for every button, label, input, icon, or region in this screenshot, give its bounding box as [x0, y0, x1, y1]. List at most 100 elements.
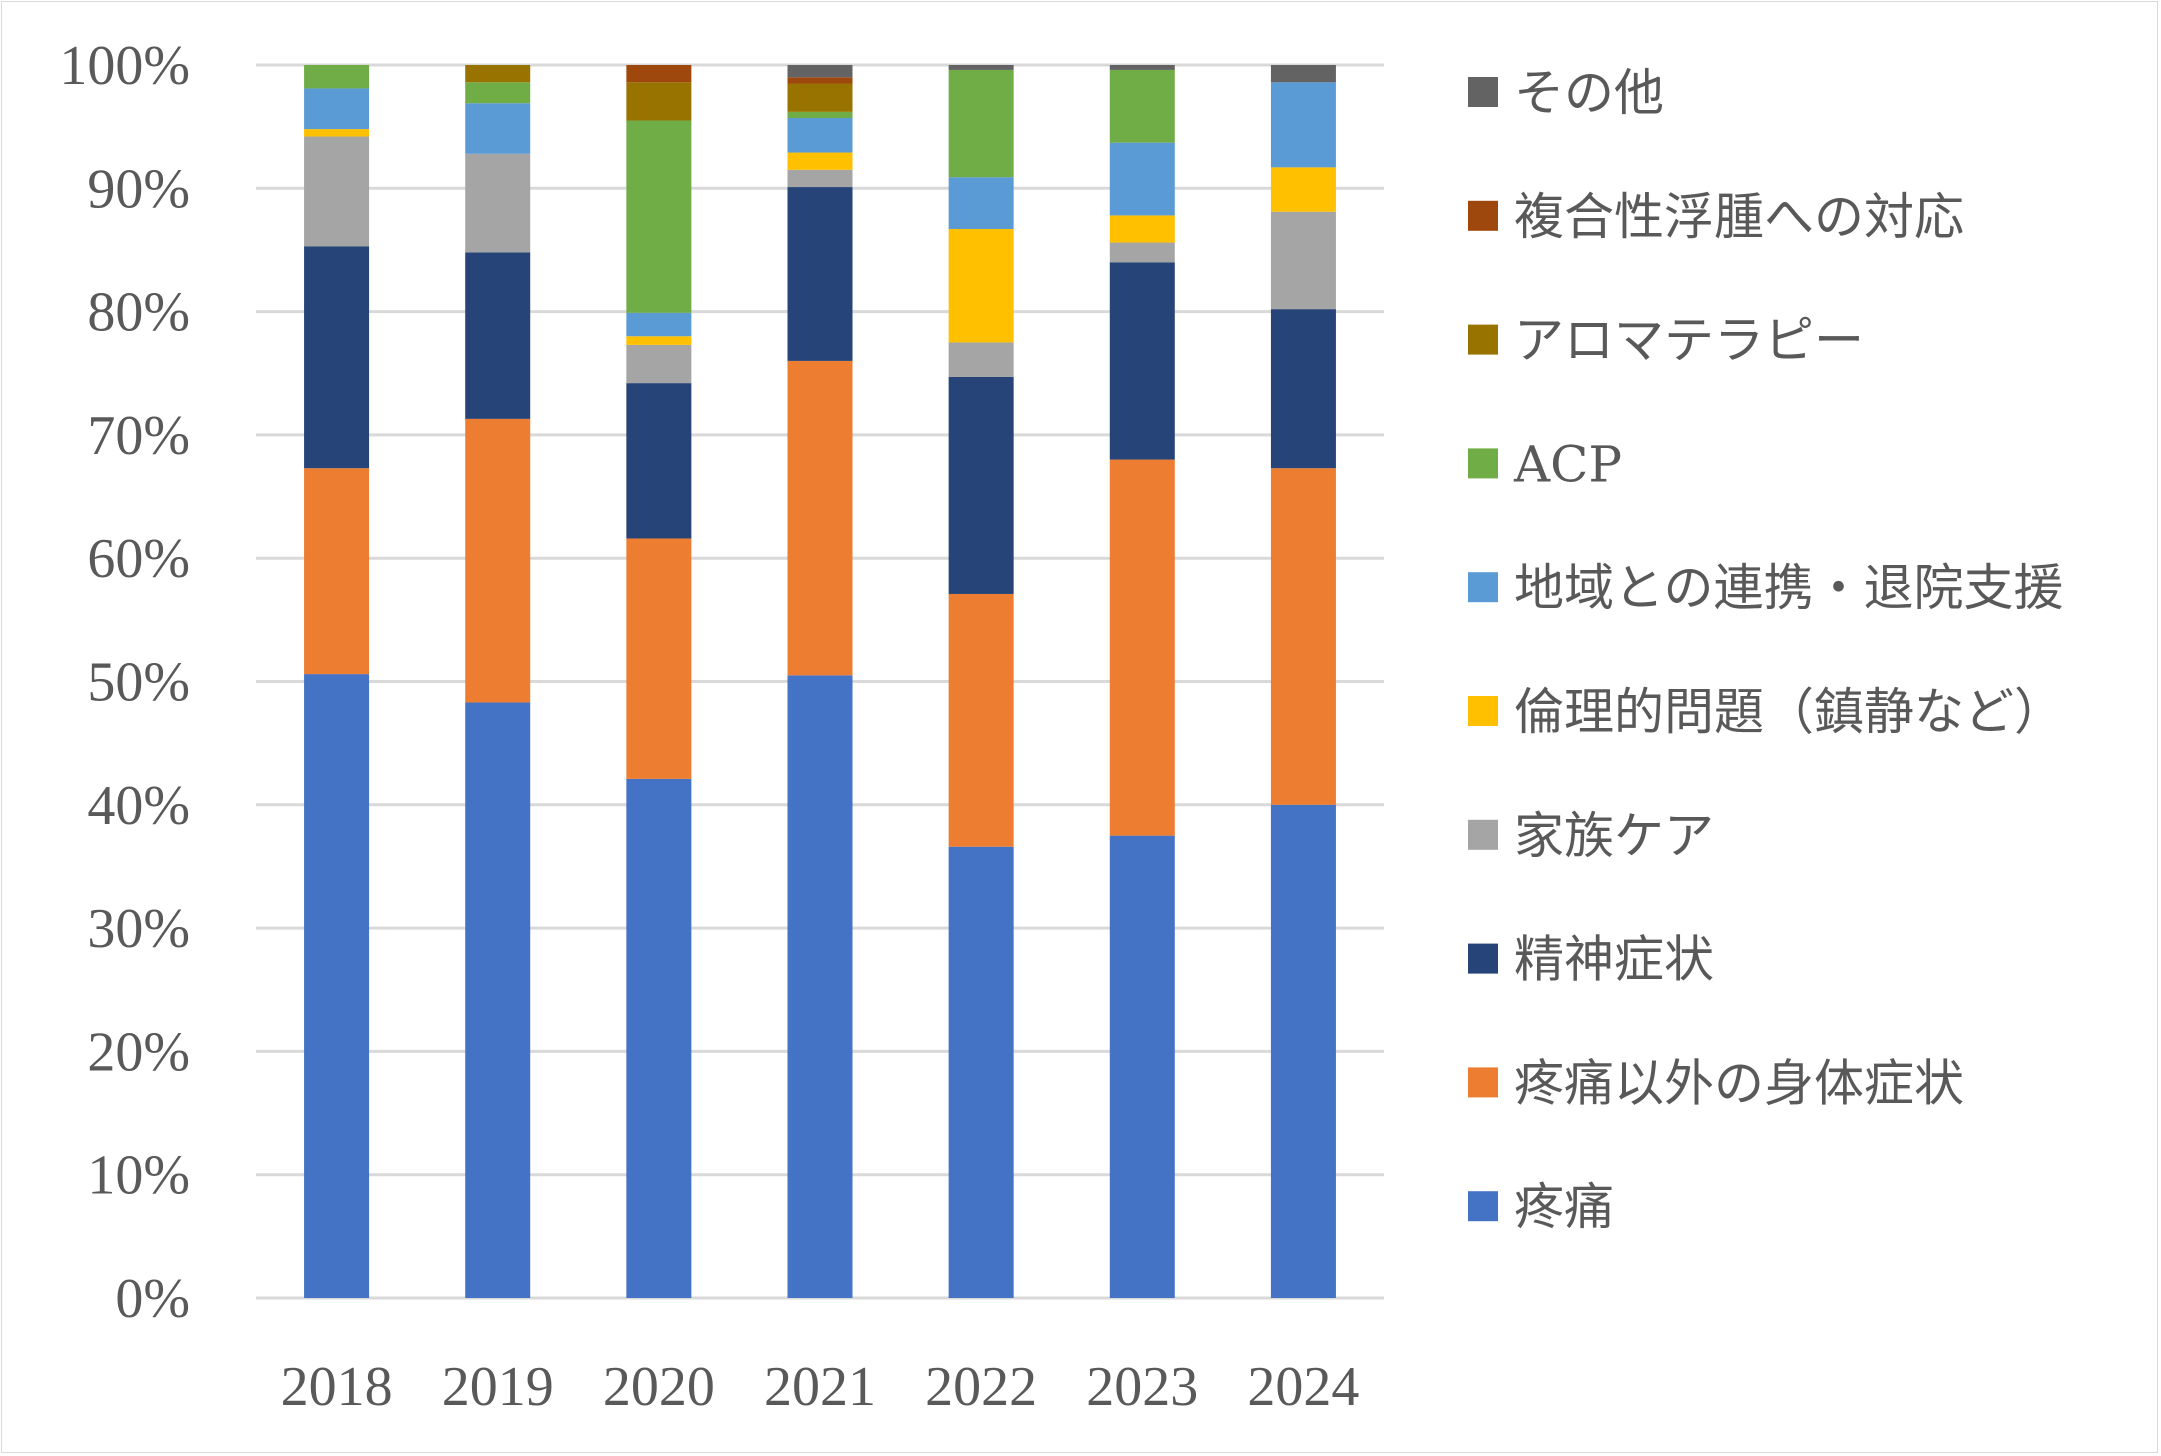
bar-segment: [1109, 262, 1175, 460]
legend-item: 倫理的問題（鎮静など）: [1468, 683, 2064, 741]
bar-segment: [304, 674, 370, 1298]
bar-stack-2021: [787, 65, 853, 1298]
legend-item: 家族ケア: [1468, 807, 1714, 865]
bar-stack-2024: [1270, 65, 1336, 1298]
y-tick-label: 40%: [87, 775, 190, 837]
legend-item: その他: [1468, 64, 1664, 122]
legend-swatch: [1468, 1191, 1498, 1222]
legend-item: アロマテラピー: [1468, 312, 1864, 370]
bar-segment: [787, 675, 853, 1298]
bar-segment: [787, 83, 853, 112]
legend-swatch: [1468, 1067, 1498, 1098]
legend-swatch: [1468, 943, 1498, 974]
legend-label: 地域との連携・退院支援: [1514, 559, 2064, 617]
y-tick-label: 20%: [87, 1021, 190, 1083]
y-tick-label: 90%: [87, 158, 190, 220]
bar-segment: [465, 82, 531, 104]
bar-segment: [304, 129, 370, 137]
bar-segment: [787, 152, 853, 170]
bar-segment: [465, 418, 531, 703]
bar-segment: [626, 778, 692, 1298]
x-tick-label: 2020: [603, 1356, 715, 1418]
bar-segment: [948, 228, 1014, 343]
y-tick-label: 70%: [87, 405, 190, 467]
bar-stack-2020: [626, 65, 692, 1298]
bar-segment: [1270, 65, 1336, 83]
legend-swatch: [1468, 819, 1498, 850]
legend-swatch: [1468, 77, 1498, 107]
legend-item: 地域との連携・退院支援: [1468, 559, 2064, 617]
legend-item: 複合性浮腫への対応: [1468, 188, 1964, 246]
bar-segment: [1270, 211, 1336, 310]
bar-segment: [948, 177, 1014, 229]
bar-segment: [1270, 804, 1336, 1298]
legend-label: 複合性浮腫への対応: [1514, 188, 1964, 246]
bar-segment: [1109, 142, 1175, 216]
y-tick-label: 60%: [87, 528, 190, 590]
bar-segment: [626, 344, 692, 384]
bar-segment: [465, 252, 531, 419]
bar-segment: [626, 312, 692, 337]
bar-segment: [787, 360, 853, 676]
bar-segment: [1270, 309, 1336, 469]
bar-segment: [1109, 459, 1175, 836]
y-tick-label: 80%: [87, 282, 190, 344]
legend-label: 倫理的問題（鎮静など）: [1514, 683, 2064, 741]
bar-segment: [304, 65, 370, 89]
x-tick-label: 2018: [281, 1356, 393, 1418]
x-tick-label: 2021: [764, 1356, 876, 1418]
y-tick-label: 10%: [87, 1145, 190, 1207]
bar-segment: [465, 702, 531, 1298]
bar-segment: [304, 88, 370, 130]
legend-swatch: [1468, 696, 1498, 726]
x-tick-label: 2023: [1086, 1356, 1198, 1418]
y-tick-label: 0%: [115, 1268, 190, 1330]
bar-segment: [1270, 167, 1336, 212]
bar-segment: [1109, 65, 1175, 70]
x-tick-label: 2019: [442, 1356, 554, 1418]
legend-item: 疼痛以外の身体症状: [1468, 1054, 1964, 1112]
bar-segment: [626, 65, 692, 83]
legend-label: 疼痛: [1514, 1178, 1614, 1236]
bar-segment: [948, 69, 1014, 178]
bar-segment: [1109, 69, 1175, 143]
legend-label: 疼痛以外の身体症状: [1514, 1054, 1964, 1112]
bar-segment: [304, 246, 370, 469]
legend-label: その他: [1514, 64, 1664, 122]
bar-segment: [1270, 82, 1336, 168]
bar-segment: [1270, 468, 1336, 805]
legend-label: アロマテラピー: [1514, 312, 1864, 370]
bar-segment: [465, 65, 531, 83]
bar-segment: [948, 846, 1014, 1298]
bar-segment: [1109, 242, 1175, 263]
legend-item: 精神症状: [1468, 931, 1714, 989]
bar-segment: [948, 593, 1014, 847]
y-tick-label: 100%: [59, 35, 190, 97]
bar-stack-2019: [465, 65, 531, 1298]
legend-swatch: [1468, 572, 1498, 603]
bar-segment: [304, 468, 370, 675]
bar-segment: [626, 538, 692, 779]
bar-segment: [948, 376, 1014, 594]
x-axis-ticks: 2018 2019 2020 2021 2022 2023 2024: [281, 1356, 1360, 1418]
bar-segment: [787, 187, 853, 361]
legend-label: 家族ケア: [1514, 807, 1714, 865]
bar-segment: [304, 136, 370, 247]
bars: [304, 65, 1336, 1298]
legend-swatch: [1468, 324, 1498, 355]
bar-segment: [626, 120, 692, 313]
bar-segment: [787, 65, 853, 78]
bar-segment: [787, 169, 853, 188]
bar-segment: [787, 118, 853, 153]
bar-segment: [787, 77, 853, 84]
y-axis-ticks: 0% 10% 20% 30% 40% 50% 60% 70% 80% 90% 100%: [59, 35, 190, 1330]
bar-segment: [1109, 215, 1175, 243]
y-tick-label: 50%: [87, 652, 190, 714]
legend-item: ACP: [1468, 435, 1622, 493]
legend-label: ACP: [1513, 435, 1622, 493]
legend-label: 精神症状: [1514, 931, 1714, 989]
bar-stack-2018: [304, 65, 370, 1298]
legend-swatch: [1468, 448, 1498, 479]
